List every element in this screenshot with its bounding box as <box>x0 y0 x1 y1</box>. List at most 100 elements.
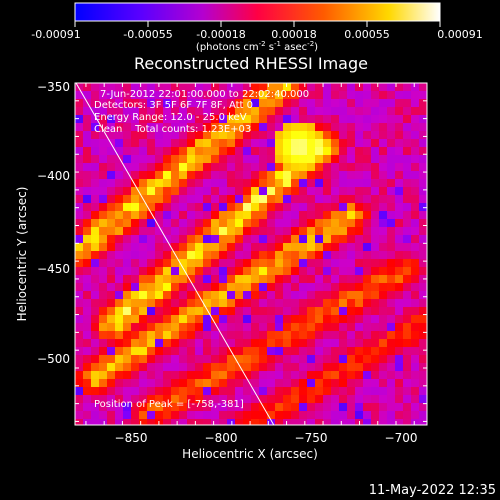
heatmap-cell <box>195 139 203 147</box>
heatmap-cell <box>243 187 251 195</box>
heatmap-cell <box>283 307 291 315</box>
heatmap-cell <box>403 387 411 395</box>
heatmap-cell <box>179 179 187 187</box>
heatmap-cell <box>283 107 291 115</box>
heatmap-cell <box>187 267 195 275</box>
heatmap-cell <box>123 139 131 147</box>
heatmap-cell <box>211 147 219 155</box>
heatmap-cell <box>323 395 331 403</box>
heatmap-cell <box>323 83 331 91</box>
heatmap-cell <box>211 155 219 163</box>
heatmap-cell <box>315 355 323 363</box>
heatmap-cell <box>275 267 283 275</box>
heatmap-cell <box>107 179 115 187</box>
heatmap-cell <box>211 347 219 355</box>
heatmap-cell <box>395 235 403 243</box>
heatmap-cell <box>299 115 307 123</box>
heatmap-cell <box>123 315 131 323</box>
heatmap-cell <box>219 187 227 195</box>
heatmap-cell <box>235 115 243 123</box>
heatmap-cell <box>323 171 331 179</box>
heatmap-cell <box>187 363 195 371</box>
heatmap-cell <box>203 299 211 307</box>
heatmap-cell <box>251 91 259 99</box>
heatmap-cell <box>251 275 259 283</box>
heatmap-cell <box>387 187 395 195</box>
heatmap-cell <box>203 219 211 227</box>
heatmap-cell <box>395 131 403 139</box>
heatmap-cell <box>235 275 243 283</box>
heatmap-cell <box>307 395 315 403</box>
heatmap-cell <box>139 211 147 219</box>
heatmap-cell <box>275 83 283 91</box>
heatmap-cell <box>211 123 219 131</box>
heatmap-cell <box>211 275 219 283</box>
heatmap-cell <box>155 291 163 299</box>
heatmap-cell <box>283 227 291 235</box>
heatmap-cell <box>107 195 115 203</box>
heatmap-cell <box>411 99 419 107</box>
heatmap-cell <box>139 163 147 171</box>
heatmap-cell <box>371 251 379 259</box>
heatmap-cell <box>83 283 91 291</box>
heatmap-cell <box>331 307 339 315</box>
heatmap-cell <box>347 107 355 115</box>
heatmap-cell <box>99 179 107 187</box>
heatmap-cell <box>203 107 211 115</box>
heatmap-cell <box>243 371 251 379</box>
heatmap-cell <box>75 419 83 425</box>
heatmap-cell <box>115 315 123 323</box>
heatmap-cell <box>99 331 107 339</box>
heatmap-cell <box>283 331 291 339</box>
heatmap-cell <box>195 267 203 275</box>
heatmap-cell <box>283 235 291 243</box>
heatmap-cell <box>123 99 131 107</box>
heatmap-cell <box>323 379 331 387</box>
heatmap-cell <box>355 411 363 419</box>
heatmap-cell <box>363 323 371 331</box>
heatmap-cell <box>115 155 123 163</box>
heatmap-cell <box>187 227 195 235</box>
heatmap-cell <box>403 195 411 203</box>
heatmap-cell <box>155 235 163 243</box>
heatmap-cell <box>315 211 323 219</box>
heatmap-cell <box>187 387 195 395</box>
heatmap-cell <box>363 203 371 211</box>
heatmap-cell <box>291 379 299 387</box>
heatmap-cell <box>387 299 395 307</box>
heatmap-cell <box>291 283 299 291</box>
heatmap-cell <box>235 99 243 107</box>
heatmap-cell <box>267 163 275 171</box>
heatmap-cell <box>163 283 171 291</box>
heatmap-cell <box>139 83 147 91</box>
heatmap-cell <box>299 275 307 283</box>
heatmap-cell <box>283 355 291 363</box>
heatmap-cell <box>131 131 139 139</box>
heatmap-cell <box>91 371 99 379</box>
heatmap-cell <box>403 107 411 115</box>
heatmap-cell <box>235 355 243 363</box>
heatmap-cell <box>299 219 307 227</box>
heatmap-cell <box>251 211 259 219</box>
heatmap-cell <box>291 419 299 425</box>
heatmap-cell <box>147 275 155 283</box>
heatmap-cell <box>371 123 379 131</box>
heatmap-cell <box>307 283 315 291</box>
heatmap-cell <box>315 275 323 283</box>
heatmap-cell <box>243 115 251 123</box>
heatmap-cell <box>171 83 179 91</box>
heatmap-cell <box>195 331 203 339</box>
heatmap-cell <box>115 291 123 299</box>
heatmap-cell <box>91 339 99 347</box>
heatmap-cell <box>411 275 419 283</box>
heatmap-cell <box>395 323 403 331</box>
heatmap-cell <box>283 211 291 219</box>
heatmap-cell <box>219 179 227 187</box>
heatmap-cell <box>115 123 123 131</box>
heatmap-cell <box>179 251 187 259</box>
heatmap-cell <box>107 203 115 211</box>
heatmap-cell <box>195 163 203 171</box>
heatmap-cell <box>155 163 163 171</box>
heatmap-cell <box>139 315 147 323</box>
heatmap-cell <box>227 419 235 425</box>
